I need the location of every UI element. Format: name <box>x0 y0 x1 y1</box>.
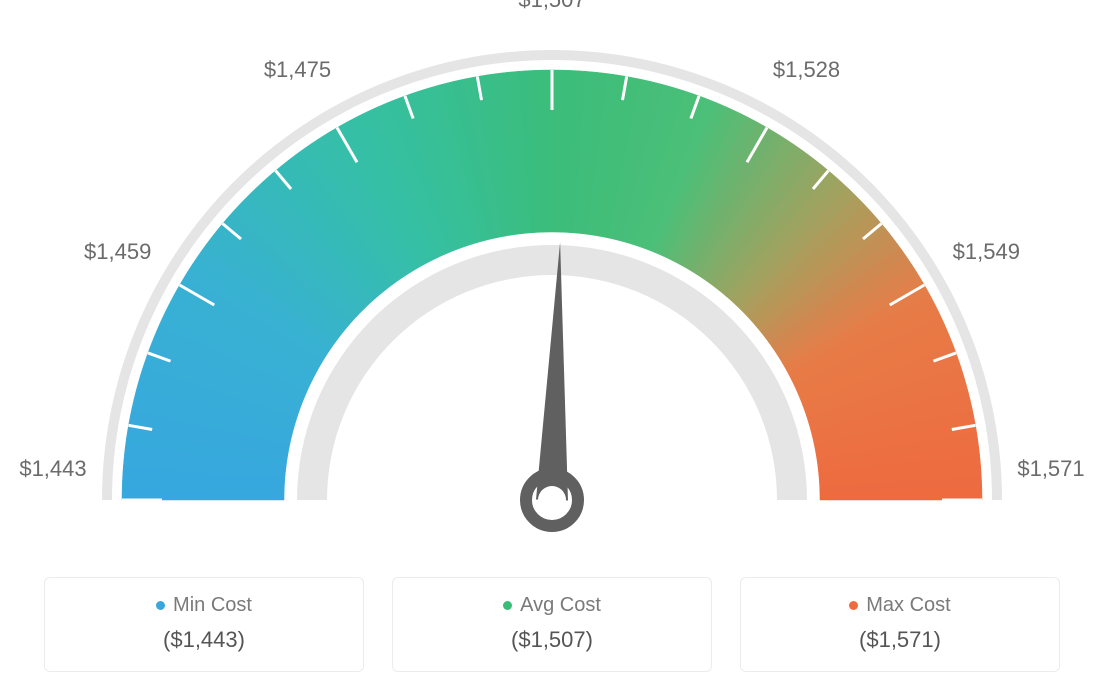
gauge-scale-label: $1,571 <box>1017 456 1084 482</box>
legend-dot-icon <box>849 601 858 610</box>
gauge-scale-label: $1,528 <box>773 57 840 83</box>
gauge-chart: $1,443 $1,459 $1,475 $1,507 $1,528 $1,549 $1,5… <box>0 0 1104 560</box>
legend-dot-icon <box>156 601 165 610</box>
legend-title-text: Min Cost <box>173 594 252 616</box>
gauge-svg <box>0 0 1104 560</box>
legend-row: Min Cost ($1,443) Avg Cost ($1,507) Max Cost… <box>0 577 1104 672</box>
legend-value: ($1,507) <box>403 627 701 653</box>
gauge-scale-label: $1,459 <box>84 239 151 265</box>
legend-title-text: Max Cost <box>866 594 950 616</box>
legend-card: Min Cost ($1,443) <box>44 577 364 672</box>
gauge-scale-label: $1,549 <box>953 239 1020 265</box>
gauge-scale-label: $1,507 <box>518 0 585 13</box>
legend-title: Min Cost <box>55 594 353 617</box>
gauge-scale-label: $1,475 <box>264 57 331 83</box>
legend-title: Max Cost <box>751 594 1049 617</box>
gauge-scale-label: $1,443 <box>19 456 86 482</box>
legend-value: ($1,443) <box>55 627 353 653</box>
legend-card: Max Cost ($1,571) <box>740 577 1060 672</box>
legend-card: Avg Cost ($1,507) <box>392 577 712 672</box>
legend-dot-icon <box>503 601 512 610</box>
legend-value: ($1,571) <box>751 627 1049 653</box>
legend-title-text: Avg Cost <box>520 594 601 616</box>
legend-title: Avg Cost <box>403 594 701 617</box>
